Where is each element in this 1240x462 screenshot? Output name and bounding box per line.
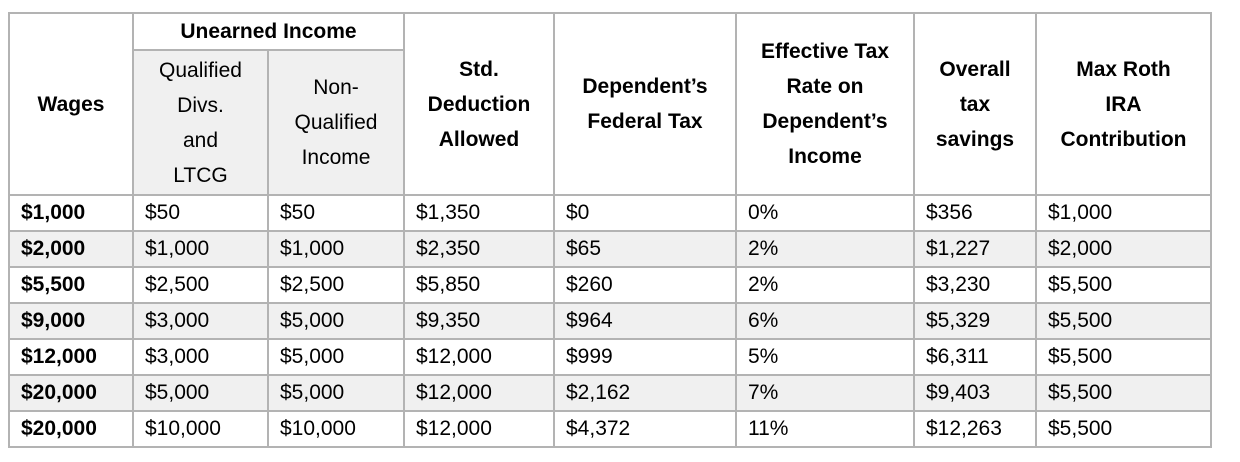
cell-qualified-divs: $5,000 — [132, 374, 269, 412]
cell-federal-tax: $999 — [553, 338, 737, 376]
table-row: $1,000 $50 $50 $1,350 $0 0% $356 $1,000 — [8, 194, 1212, 232]
cell-tax-savings: $1,227 — [913, 230, 1037, 268]
table-body: $1,000 $50 $50 $1,350 $0 0% $356 $1,000 … — [8, 194, 1212, 448]
cell-max-roth: $5,500 — [1035, 410, 1212, 448]
cell-federal-tax: $0 — [553, 194, 737, 232]
cell-qualified-divs: $1,000 — [132, 230, 269, 268]
cell-federal-tax: $964 — [553, 302, 737, 340]
cell-qualified-divs: $50 — [132, 194, 269, 232]
cell-federal-tax: $65 — [553, 230, 737, 268]
cell-effective-rate: 0% — [735, 194, 915, 232]
cell-effective-rate: 2% — [735, 230, 915, 268]
cell-std-deduction: $12,000 — [403, 410, 555, 448]
cell-effective-rate: 7% — [735, 374, 915, 412]
cell-qualified-divs: $3,000 — [132, 338, 269, 376]
header-max-roth-ira: Max Roth IRA Contribution — [1035, 12, 1212, 196]
cell-federal-tax: $260 — [553, 266, 737, 304]
table-row: $12,000 $3,000 $5,000 $12,000 $999 5% $6… — [8, 338, 1212, 376]
cell-wages: $5,500 — [8, 266, 134, 304]
header-qualified-divs: Qualified Divs. and LTCG — [132, 49, 269, 196]
cell-wages: $20,000 — [8, 374, 134, 412]
cell-wages: $20,000 — [8, 410, 134, 448]
cell-max-roth: $1,000 — [1035, 194, 1212, 232]
cell-effective-rate: 5% — [735, 338, 915, 376]
cell-wages: $2,000 — [8, 230, 134, 268]
cell-max-roth: $2,000 — [1035, 230, 1212, 268]
header-overall-tax-savings: Overall tax savings — [913, 12, 1037, 196]
table-row: $20,000 $5,000 $5,000 $12,000 $2,162 7% … — [8, 374, 1212, 412]
cell-tax-savings: $356 — [913, 194, 1037, 232]
cell-tax-savings: $6,311 — [913, 338, 1037, 376]
table-row: $20,000 $10,000 $10,000 $12,000 $4,372 1… — [8, 410, 1212, 448]
cell-federal-tax: $2,162 — [553, 374, 737, 412]
cell-tax-savings: $12,263 — [913, 410, 1037, 448]
cell-qualified-divs: $3,000 — [132, 302, 269, 340]
header-dependents-federal-tax: Dependent’s Federal Tax — [553, 12, 737, 196]
cell-tax-savings: $9,403 — [913, 374, 1037, 412]
cell-max-roth: $5,500 — [1035, 374, 1212, 412]
header-unearned-income-group: Unearned Income — [132, 12, 405, 51]
cell-max-roth: $5,500 — [1035, 302, 1212, 340]
cell-max-roth: $5,500 — [1035, 266, 1212, 304]
cell-non-qualified: $5,000 — [267, 302, 405, 340]
header-std-deduction: Std. Deduction Allowed — [403, 12, 555, 196]
header-group-row: Wages Unearned Income Std. Deduction All… — [8, 12, 1212, 196]
cell-non-qualified: $1,000 — [267, 230, 405, 268]
cell-max-roth: $5,500 — [1035, 338, 1212, 376]
cell-effective-rate: 6% — [735, 302, 915, 340]
cell-non-qualified: $10,000 — [267, 410, 405, 448]
cell-non-qualified: $5,000 — [267, 338, 405, 376]
cell-qualified-divs: $10,000 — [132, 410, 269, 448]
cell-std-deduction: $1,350 — [403, 194, 555, 232]
header-subhead-row: Qualified Divs. and LTCG Non- Qualified … — [9, 49, 1211, 196]
cell-std-deduction: $2,350 — [403, 230, 555, 268]
cell-effective-rate: 11% — [735, 410, 915, 448]
header-wages: Wages — [8, 12, 134, 196]
cell-wages: $1,000 — [8, 194, 134, 232]
header-non-qualified: Non- Qualified Income — [267, 49, 405, 196]
cell-std-deduction: $12,000 — [403, 338, 555, 376]
cell-std-deduction: $5,850 — [403, 266, 555, 304]
cell-non-qualified: $5,000 — [267, 374, 405, 412]
cell-effective-rate: 2% — [735, 266, 915, 304]
cell-wages: $9,000 — [8, 302, 134, 340]
table-row: $2,000 $1,000 $1,000 $2,350 $65 2% $1,22… — [8, 230, 1212, 268]
dependent-tax-table: Wages Unearned Income Std. Deduction All… — [8, 12, 1212, 448]
cell-qualified-divs: $2,500 — [132, 266, 269, 304]
cell-non-qualified: $50 — [267, 194, 405, 232]
table-row: $5,500 $2,500 $2,500 $5,850 $260 2% $3,2… — [8, 266, 1212, 304]
cell-std-deduction: $12,000 — [403, 374, 555, 412]
table-row: $9,000 $3,000 $5,000 $9,350 $964 6% $5,3… — [8, 302, 1212, 340]
cell-non-qualified: $2,500 — [267, 266, 405, 304]
cell-federal-tax: $4,372 — [553, 410, 737, 448]
cell-std-deduction: $9,350 — [403, 302, 555, 340]
header-effective-tax-rate: Effective Tax Rate on Dependent’s Income — [735, 12, 915, 196]
cell-tax-savings: $3,230 — [913, 266, 1037, 304]
table-header: Wages Unearned Income Std. Deduction All… — [8, 12, 1212, 196]
cell-wages: $12,000 — [8, 338, 134, 376]
cell-tax-savings: $5,329 — [913, 302, 1037, 340]
